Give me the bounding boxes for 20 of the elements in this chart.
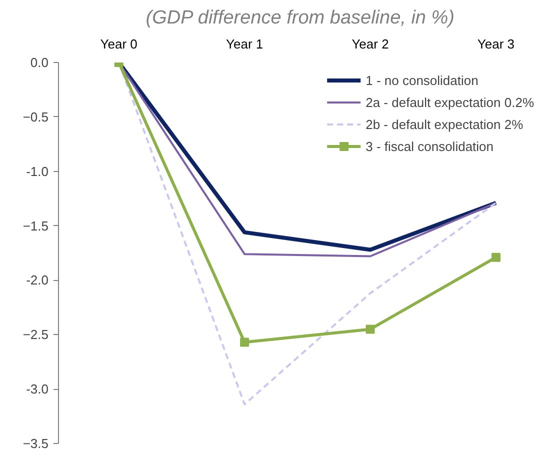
legend-label: 1 - no consolidation xyxy=(366,72,478,88)
y-tick-label: 0.0 xyxy=(30,55,49,70)
legend-label: 3 - fiscal consolidation xyxy=(366,138,494,154)
legend-label: 2b - default expectation 2% xyxy=(366,116,524,132)
y-tick-label: −2.5 xyxy=(22,327,49,342)
y-tick-label: −1.5 xyxy=(22,218,49,234)
y-tick-label: −0.5 xyxy=(22,109,49,124)
y-tick-label: -3.0 xyxy=(26,382,49,397)
x-tick-label: Year 3 xyxy=(477,36,515,52)
point xyxy=(240,338,250,347)
legend-label: 2a - default expectation 0.2% xyxy=(366,94,534,110)
point xyxy=(491,252,500,262)
chart-title: (GDP difference from baseline, in %) xyxy=(146,8,455,28)
point xyxy=(366,324,375,334)
x-tick-label: Year 2 xyxy=(352,36,389,52)
x-tick-label: Year 0 xyxy=(100,36,138,52)
x-tick-label: Year 1 xyxy=(226,36,264,52)
y-tick-label: -1.0 xyxy=(26,164,49,179)
y-tick-label: -2.0 xyxy=(26,272,49,288)
y-tick-label: −3.5 xyxy=(22,436,49,451)
